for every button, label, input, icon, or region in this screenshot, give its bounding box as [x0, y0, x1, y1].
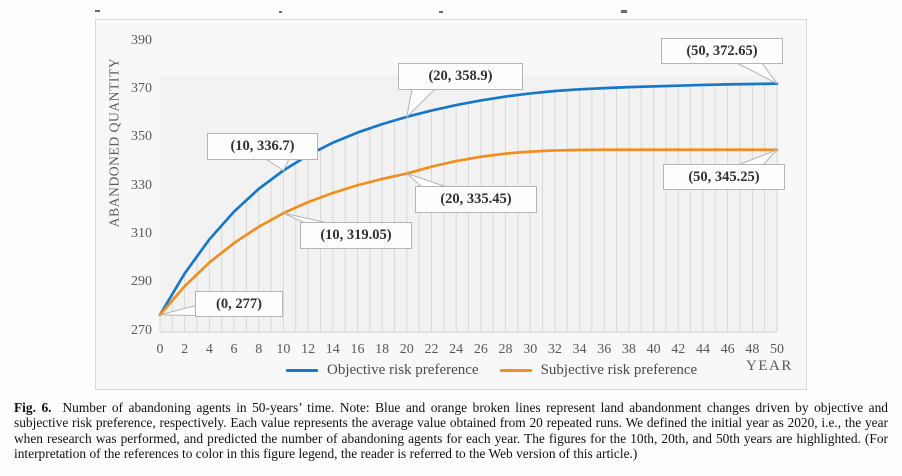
- annotation-callout: (10, 336.7): [207, 133, 318, 160]
- x-tick-label: 28: [498, 342, 513, 357]
- x-tick-label: 46: [720, 342, 735, 357]
- y-tick-label: 350: [131, 129, 152, 145]
- y-tick-label: 270: [131, 322, 152, 338]
- chart-legend: Objective risk preference Subjective ris…: [286, 362, 697, 379]
- x-tick-label: 48: [745, 342, 760, 357]
- series-line-subjective: [158, 148, 779, 317]
- annotation-callout: (0, 277): [195, 291, 283, 317]
- annotation-callout: (50, 372.65): [661, 38, 783, 64]
- y-tick-label: 330: [131, 177, 152, 193]
- x-tick-label: 50: [770, 342, 784, 357]
- y-tick-label: 310: [131, 226, 152, 242]
- legend-line-swatch-subjective: [499, 369, 532, 372]
- x-tick-label: 22: [424, 342, 439, 357]
- x-tick-label: 20: [399, 342, 414, 357]
- series-line-objective: [158, 82, 779, 317]
- x-tick-label: 6: [230, 342, 238, 357]
- y-tick-label: 370: [131, 81, 152, 97]
- x-tick-label: 2: [181, 342, 189, 357]
- annotation-callout: (50, 345.25): [663, 164, 785, 190]
- x-tick-label: 16: [350, 342, 365, 357]
- x-tick-label: 18: [375, 342, 390, 357]
- legend-label-subjective: Subjective risk preference: [540, 362, 698, 378]
- x-tick-label: 38: [621, 342, 636, 357]
- legend-label-objective: Objective risk preference: [327, 362, 479, 378]
- x-tick-label: 10: [276, 342, 291, 357]
- x-tick-label: 12: [301, 342, 316, 357]
- x-tick-label: 34: [572, 342, 587, 357]
- x-tick-label: 0: [156, 342, 164, 357]
- y-tick-label: 390: [131, 32, 152, 48]
- x-tick-label: 30: [523, 342, 538, 357]
- figure-caption: Fig. 6. Number of abandoning agents in 5…: [14, 400, 888, 462]
- caption-text: Number of abandoning agents in 50-years’…: [14, 400, 888, 462]
- crop-artifact-dash: [95, 10, 100, 12]
- legend-line-swatch-objective: [286, 369, 318, 372]
- y-tick-label: 290: [131, 274, 152, 290]
- x-axis-title: YEAR: [746, 358, 793, 374]
- x-tick-label: 42: [671, 342, 686, 357]
- x-tick-label: 14: [325, 342, 340, 357]
- crop-artifact-dash: [621, 10, 627, 13]
- x-tick-label: 32: [547, 342, 562, 357]
- x-tick-label: 36: [597, 342, 612, 357]
- x-tick-label: 24: [449, 342, 464, 357]
- annotation-callout: (20, 358.9): [398, 63, 523, 90]
- x-tick-label: 4: [205, 342, 213, 357]
- x-tick-label: 44: [695, 342, 710, 357]
- crop-artifact-dash: [439, 11, 443, 13]
- caption-figure-label: Fig. 6.: [14, 400, 52, 415]
- x-tick-label: 8: [255, 342, 263, 357]
- annotation-callout: (20, 335.45): [415, 186, 537, 213]
- x-tick-label: 40: [646, 342, 661, 357]
- annotation-callout: (10, 319.05): [300, 222, 412, 249]
- crop-artifact-dash: [279, 11, 282, 13]
- x-tick-label: 26: [473, 342, 488, 357]
